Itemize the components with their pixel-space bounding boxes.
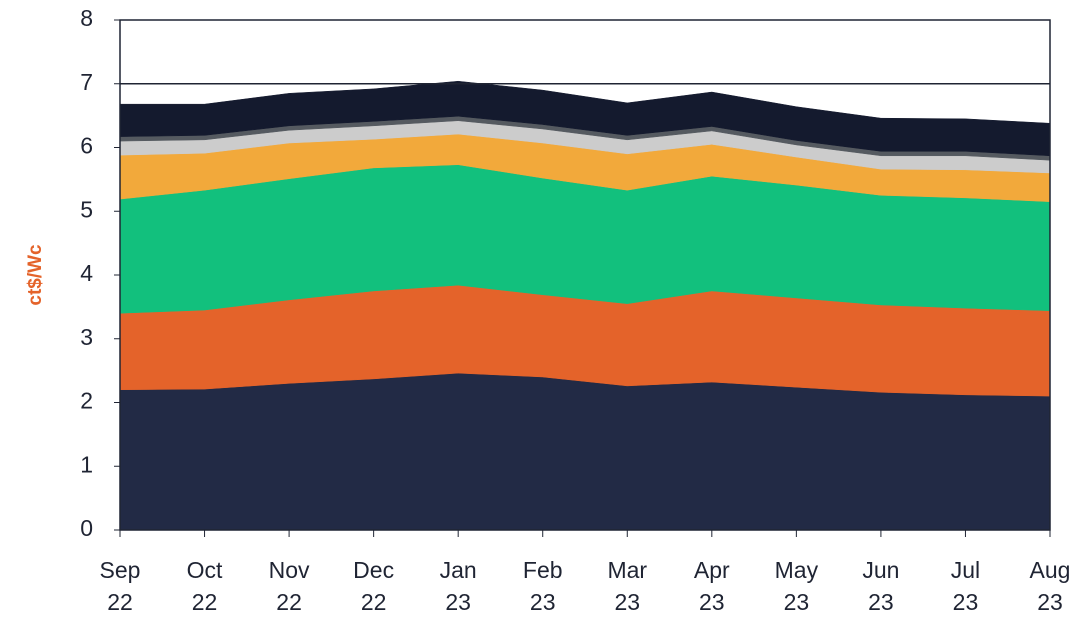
x-tick-label: Oct 22 xyxy=(187,557,223,615)
x-tick-label: Aug 23 xyxy=(1030,557,1071,615)
x-tick-label: Dec 22 xyxy=(353,557,394,615)
x-tick-label: Jul 23 xyxy=(951,557,980,615)
y-axis-label: ct$/Wc xyxy=(25,244,46,306)
x-tick-label: Nov 22 xyxy=(269,557,310,615)
y-tick-label: 3 xyxy=(80,324,93,350)
y-tick-label: 5 xyxy=(80,196,93,222)
x-tick-label: Feb 23 xyxy=(523,557,563,615)
y-tick-label: 2 xyxy=(80,388,93,414)
x-tick-label: Jun 23 xyxy=(862,557,899,615)
y-tick-label: 1 xyxy=(80,451,93,477)
x-tick-label: May 23 xyxy=(775,557,819,615)
y-tick-label: 7 xyxy=(80,69,93,95)
area xyxy=(119,372,1051,531)
y-tick-label: 8 xyxy=(80,5,93,31)
y-tick-label: 0 xyxy=(80,515,93,541)
y-tick-label: 4 xyxy=(80,260,93,286)
y-tick-label: 6 xyxy=(80,133,93,159)
x-tick-label: Jan 23 xyxy=(440,557,477,615)
x-tick-label: Apr 23 xyxy=(694,557,730,615)
x-tick-label: Sep 22 xyxy=(100,557,141,615)
x-tick-label: Mar 23 xyxy=(607,557,647,615)
